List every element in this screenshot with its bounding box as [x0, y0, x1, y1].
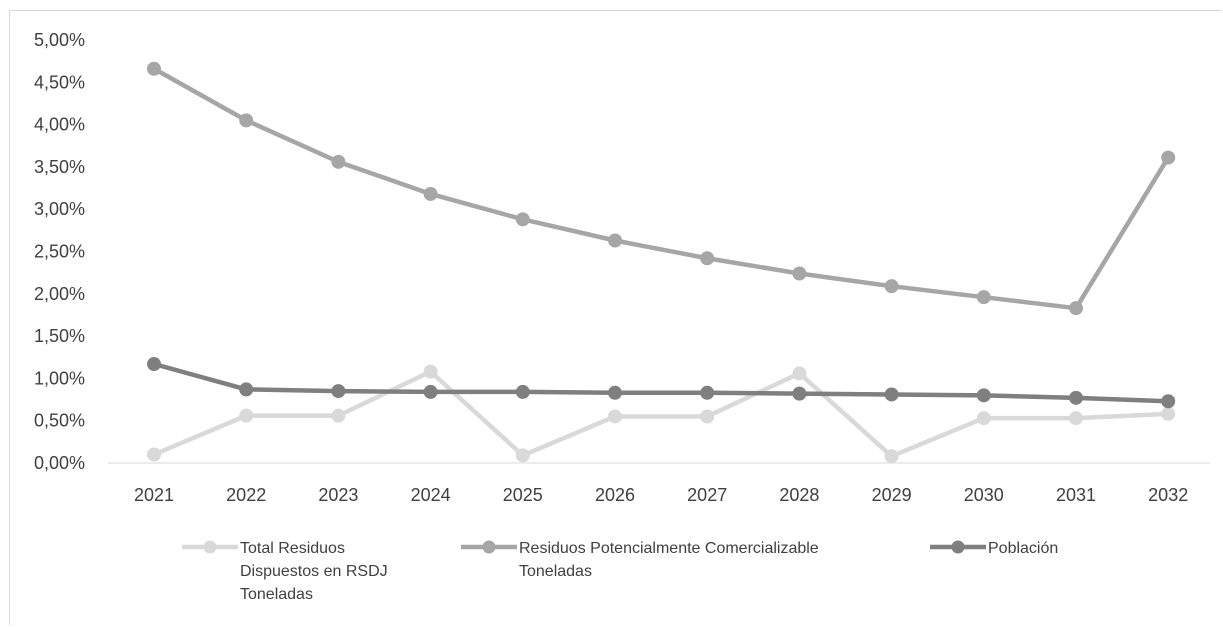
data-point: [792, 366, 807, 381]
data-point: [423, 384, 438, 399]
y-tick-label: 0,50%: [34, 411, 85, 431]
y-tick-label: 2,00%: [34, 284, 85, 304]
data-point: [1161, 406, 1176, 421]
y-tick-label: 1,50%: [34, 326, 85, 346]
data-point: [700, 251, 715, 266]
x-tick-label: 2022: [226, 485, 266, 505]
data-point: [331, 408, 346, 423]
data-point: [884, 279, 899, 294]
legend-swatch-marker: [203, 540, 217, 554]
x-tick-label: 2029: [872, 485, 912, 505]
y-tick-label: 1,00%: [34, 368, 85, 388]
legend-label: Toneladas: [240, 586, 313, 603]
chart-frame: [9, 10, 1221, 625]
data-point: [515, 384, 530, 399]
legend-label: Dispuestos en RSDJ: [240, 563, 388, 580]
data-point: [423, 186, 438, 201]
x-axis: 2021 2022 2023 2024 2025 2026 2027 2028 2029 2030…: [108, 462, 1210, 505]
legend-label: Población: [988, 540, 1058, 557]
legend-item-1: Total Residuos Dispuestos en RSDJ Tonelada…: [182, 540, 388, 603]
series-layer: [147, 61, 1176, 464]
data-point: [147, 61, 161, 76]
legend: Total Residuos Dispuestos en RSDJ Tonelada…: [182, 540, 1058, 603]
data-point: [1069, 301, 1083, 316]
legend-swatch-marker: [482, 540, 496, 554]
data-point: [239, 113, 254, 128]
legend-label: Toneladas: [519, 563, 592, 580]
series-line: [153, 369, 1169, 459]
y-tick-label: 2,50%: [34, 242, 85, 262]
y-axis: 0,00% 0,50% 1,00% 1,50% 2,00% 2,50% 3,00% 3,50%…: [34, 30, 85, 473]
data-point: [239, 408, 254, 423]
legend-item-3: Población: [930, 540, 1058, 557]
x-tick-label: 2030: [964, 485, 1004, 505]
data-point: [331, 384, 346, 399]
y-tick-label: 4,00%: [34, 115, 85, 135]
y-tick-label: 5,00%: [34, 30, 85, 50]
data-point: [147, 447, 161, 462]
x-tick-label: 2032: [1148, 485, 1188, 505]
data-point: [700, 409, 715, 424]
y-tick-label: 3,50%: [34, 157, 85, 177]
series-line: [152, 66, 1171, 311]
data-point: [1069, 411, 1083, 426]
legend-item-2: Residuos Potencialmente Comercializable T…: [461, 540, 819, 580]
data-point: [976, 290, 991, 305]
x-tick-label: 2028: [779, 485, 819, 505]
y-tick-label: 0,00%: [34, 453, 85, 473]
legend-swatch-marker: [951, 540, 965, 554]
data-point: [147, 357, 161, 372]
y-tick-label: 3,00%: [34, 199, 85, 219]
data-point: [515, 212, 530, 227]
data-point: [331, 154, 346, 169]
data-point: [792, 266, 807, 281]
series-3: [147, 357, 1176, 409]
x-tick-label: 2026: [595, 485, 635, 505]
series-2: [147, 61, 1176, 316]
data-point: [608, 385, 622, 400]
x-tick-label: 2027: [687, 485, 727, 505]
series-1: [147, 364, 1176, 464]
data-point: [423, 364, 438, 379]
data-point: [608, 233, 622, 248]
data-point: [792, 386, 807, 401]
legend-label: Total Residuos: [240, 540, 345, 557]
legend-label: Residuos Potencialmente Comercializable: [519, 540, 819, 557]
series-line: [153, 361, 1169, 404]
x-tick-label: 2025: [503, 485, 543, 505]
data-point: [1161, 394, 1176, 409]
data-point: [1161, 150, 1176, 165]
y-tick-label: 4,50%: [34, 72, 85, 92]
data-point: [976, 388, 991, 403]
x-tick-label: 2023: [318, 485, 358, 505]
data-point: [1069, 390, 1083, 405]
data-point: [884, 387, 899, 402]
data-point: [239, 382, 254, 397]
x-tick-label: 2031: [1056, 485, 1096, 505]
data-point: [700, 385, 715, 400]
data-point: [515, 448, 530, 463]
data-point: [884, 449, 899, 464]
data-point: [976, 411, 991, 426]
data-point: [608, 409, 622, 424]
x-tick-label: 2024: [411, 485, 451, 505]
x-tick-label: 2021: [134, 485, 174, 505]
